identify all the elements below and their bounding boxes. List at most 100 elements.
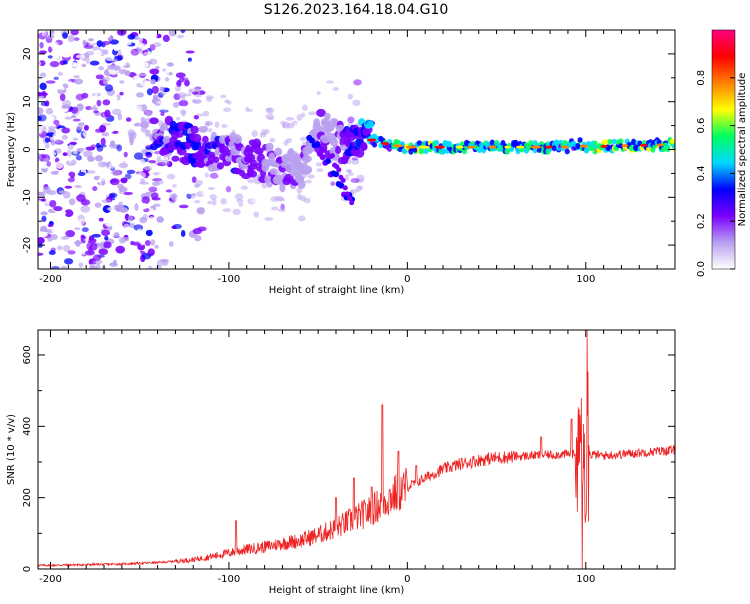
spectrogram-cell: [61, 51, 72, 58]
spectrogram-cell: [81, 92, 89, 99]
spectrogram-cell: [347, 116, 355, 124]
spectrogram-cell: [64, 116, 73, 120]
spectrogram-cell: [50, 265, 60, 269]
spectrogram-cell: [50, 51, 56, 56]
spectrogram-cell: [88, 258, 97, 266]
spectrogram-cell: [324, 158, 331, 165]
spectrogram-cell: [62, 152, 68, 157]
spectrogram-cell: [143, 265, 150, 269]
spectrogram-cell: [53, 119, 60, 125]
spectrogram-cell: [114, 195, 123, 203]
spectrogram-cell: [72, 169, 79, 173]
spectrogram-cell: [57, 89, 66, 94]
spectrogram-cell: [156, 159, 164, 164]
spectrogram-cell: [360, 141, 368, 151]
spectrogram-cell: [75, 155, 82, 161]
spectrogram-cell: [81, 63, 87, 68]
spectrogram-cell: [84, 238, 89, 242]
spectrogram-cell: [515, 147, 521, 155]
spectrogram-cell: [97, 161, 108, 168]
spectrogram-cell: [58, 190, 67, 194]
snr-ytick-label: 600: [22, 345, 33, 364]
spectrogram-cell: [254, 147, 264, 155]
spectrogram-cell: [102, 99, 111, 106]
snr-xtick-label: -200: [39, 574, 62, 585]
spectrogram-cell: [94, 119, 100, 128]
spectrogram-cell: [175, 130, 184, 138]
spectrogram-cell: [160, 111, 165, 116]
spectrogram-cell: [197, 106, 204, 112]
spectrogram-cell: [93, 49, 102, 57]
spectrogram-cell: [201, 191, 207, 196]
spectrogram-cell: [85, 222, 93, 227]
spectrogram-cell: [101, 77, 111, 82]
spectrogram-cell: [153, 42, 162, 48]
spectrogram-cell: [488, 145, 497, 149]
spectrogram-cell: [172, 184, 178, 188]
snr-ylabel: SNR (10 * v/v): [6, 414, 17, 485]
spectrogram-cell: [253, 211, 260, 218]
spectrogram-cell: [88, 246, 93, 254]
spectrogram-cell: [73, 132, 78, 137]
spectrogram-cell: [347, 85, 356, 93]
spectrogram-cell: [319, 154, 326, 161]
spectrogram-cell: [153, 203, 161, 207]
spectrogram-cell: [40, 101, 48, 107]
spectrogram-cell: [141, 202, 148, 210]
spectrogram-cell: [180, 30, 186, 34]
spectrogram-cell: [240, 185, 249, 190]
spectrogram-cell: [135, 261, 141, 268]
spectrogram-cell: [202, 135, 209, 144]
spectrogram-cell: [190, 125, 199, 134]
spectrogram-cell: [131, 66, 141, 73]
spectrogram-cell: [78, 33, 86, 38]
spectrogram-cell: [83, 44, 94, 49]
spectrogram-cell: [48, 250, 56, 256]
spectrogram-cell: [207, 128, 213, 133]
spectrogram-cell: [74, 227, 81, 231]
spectrogram-cell: [39, 225, 48, 234]
spectrogram-cell: [112, 58, 118, 63]
spectrogram-cell: [405, 145, 417, 149]
spectrogram-cell: [119, 80, 125, 84]
snr-xtick-label: 0: [404, 574, 410, 585]
spectrogram-cell: [62, 32, 68, 39]
spectrogram-cell: [232, 134, 243, 144]
spectrogram-cell: [202, 110, 210, 117]
spectrogram-cell: [73, 37, 80, 41]
spectrogram-cell: [112, 96, 118, 101]
spectrogram-cell: [282, 222, 291, 230]
spectrogram-cell: [59, 93, 66, 102]
spectrogram-cell: [304, 155, 312, 163]
spectrogram-cell: [104, 84, 114, 92]
spectrogram-cell: [78, 262, 84, 268]
spectrogram-cell: [94, 155, 104, 162]
spectrogram-cell: [109, 78, 116, 83]
spectrogram-cell: [671, 144, 675, 150]
spectrogram-cell: [538, 141, 545, 147]
spectrogram-cell: [60, 265, 68, 269]
spectrogram-cell: [446, 140, 453, 148]
spectrogram-cell: [149, 163, 158, 169]
spectrogram-cell: [105, 54, 115, 62]
spectrogram-cell: [49, 61, 60, 68]
spectrogram-cell: [169, 193, 178, 199]
spectrogram-cell: [309, 86, 316, 93]
spectrogram-cell: [607, 138, 613, 145]
spectrogram-cell: [156, 100, 164, 104]
spectrogram-cell: [136, 228, 143, 236]
spectrogram-cell: [220, 94, 227, 99]
spectrogram-cell: [93, 110, 99, 114]
spectrogram-cell: [640, 143, 648, 147]
spectrogram-cell: [139, 78, 148, 87]
spectrogram-xlabel: Height of straight line (km): [269, 285, 405, 296]
spectrogram-cell: [178, 204, 189, 209]
spectrogram-cell: [98, 66, 105, 71]
spectrogram-cell: [93, 254, 102, 261]
spectrogram-cell: [316, 91, 321, 96]
spectrogram-cell: [156, 179, 164, 185]
spectrogram-cell: [259, 132, 267, 138]
spectrogram-cell: [103, 241, 112, 249]
spectrogram-cell: [340, 177, 346, 183]
